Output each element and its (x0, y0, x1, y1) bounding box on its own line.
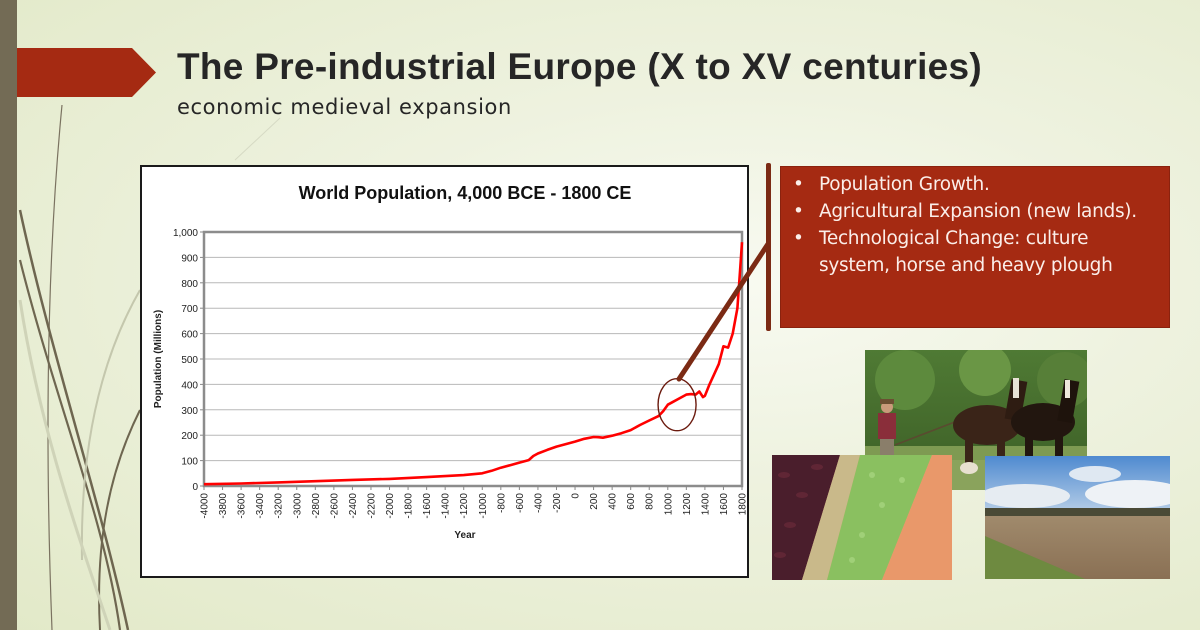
x-tick-label: -3400 (255, 493, 266, 519)
y-tick-label: 400 (181, 380, 198, 391)
plowed-field-photo (985, 456, 1170, 579)
slide-title: The Pre-industrial Europe (X to XV centu… (177, 46, 983, 87)
x-tick-label: -600 (515, 493, 526, 513)
x-tick-label: -1200 (459, 493, 470, 519)
bullet-item: • Population Growth. (793, 171, 1161, 198)
x-tick-label: 1000 (663, 493, 674, 516)
x-tick-label: 1600 (719, 493, 730, 516)
x-tick-label: -1400 (441, 493, 452, 519)
x-tick-label: -400 (533, 493, 544, 513)
y-tick-label: 800 (181, 279, 198, 290)
y-tick-label: 100 (181, 457, 198, 468)
bullet-marker: • (793, 228, 804, 249)
x-tick-label: 0 (571, 493, 582, 499)
x-tick-label: 1200 (682, 493, 693, 516)
x-tick-label: -1000 (478, 493, 489, 519)
bullet-text: Population Growth. (819, 174, 990, 195)
x-tick-label: -4000 (200, 493, 211, 519)
bullet-marker: • (793, 201, 804, 222)
x-tick-label: -2000 (385, 493, 396, 519)
beans-legumes-photo (772, 455, 952, 580)
x-tick-label: 200 (589, 493, 600, 510)
population-chart: World Population, 4,000 BCE - 1800 CE 0 10… (140, 165, 749, 578)
y-tick-label: 700 (181, 304, 198, 315)
y-tick-label: 1,000 (173, 228, 198, 239)
y-tick-label: 0 (192, 482, 198, 493)
bullet-marker: • (793, 174, 804, 195)
x-tick-label: -3600 (237, 493, 248, 519)
x-tick-label: 1800 (738, 493, 748, 516)
bullet-text: Agricultural Expansion (new lands). (819, 201, 1137, 222)
bullet-list: • Population Growth. • Agricultural Expans… (793, 171, 1161, 279)
chart-canvas: World Population, 4,000 BCE - 1800 CE 0 10… (153, 183, 748, 541)
y-tick-label: 500 (181, 355, 198, 366)
x-tick-label: -2200 (366, 493, 377, 519)
x-tick-label: -200 (552, 493, 563, 513)
x-tick-label: -3800 (218, 493, 229, 519)
title-arrow-tag (17, 48, 156, 97)
pointer-bar (766, 163, 771, 331)
highlight-ellipse (657, 378, 697, 432)
y-tick-label: 200 (181, 431, 198, 442)
slide-subtitle: economic medieval expansion (177, 95, 512, 119)
bullet-callout: • Population Growth. • Agricultural Expans… (780, 166, 1170, 328)
x-axis-label: Year (454, 530, 475, 541)
x-tick-label: 800 (645, 493, 656, 510)
x-tick-label: 400 (608, 493, 619, 510)
x-tick-label: -1600 (422, 493, 433, 519)
x-tick-label: -2400 (348, 493, 359, 519)
bullet-item: • Agricultural Expansion (new lands). (793, 198, 1161, 225)
chart-title: World Population, 4,000 BCE - 1800 CE (299, 183, 632, 203)
y-tick-label: 300 (181, 406, 198, 417)
left-accent-strip (0, 0, 17, 630)
x-tick-label: -3200 (274, 493, 285, 519)
bullet-text: Technological Change: culture system, ho… (819, 228, 1113, 276)
x-tick-label: -3000 (292, 493, 303, 519)
x-tick-label: -800 (496, 493, 507, 513)
bullet-item: • Technological Change: culture system, h… (793, 225, 1161, 279)
x-tick-label: 600 (626, 493, 637, 510)
y-tick-label: 900 (181, 253, 198, 264)
x-tick-label: 1400 (700, 493, 711, 516)
x-tick-label: -1800 (404, 493, 415, 519)
population-line (203, 242, 744, 486)
y-axis-label: Population (Millions) (153, 310, 164, 408)
x-tick-label: -2600 (329, 493, 340, 519)
y-tick-label: 600 (181, 330, 198, 341)
x-tick-label: -2800 (311, 493, 322, 519)
